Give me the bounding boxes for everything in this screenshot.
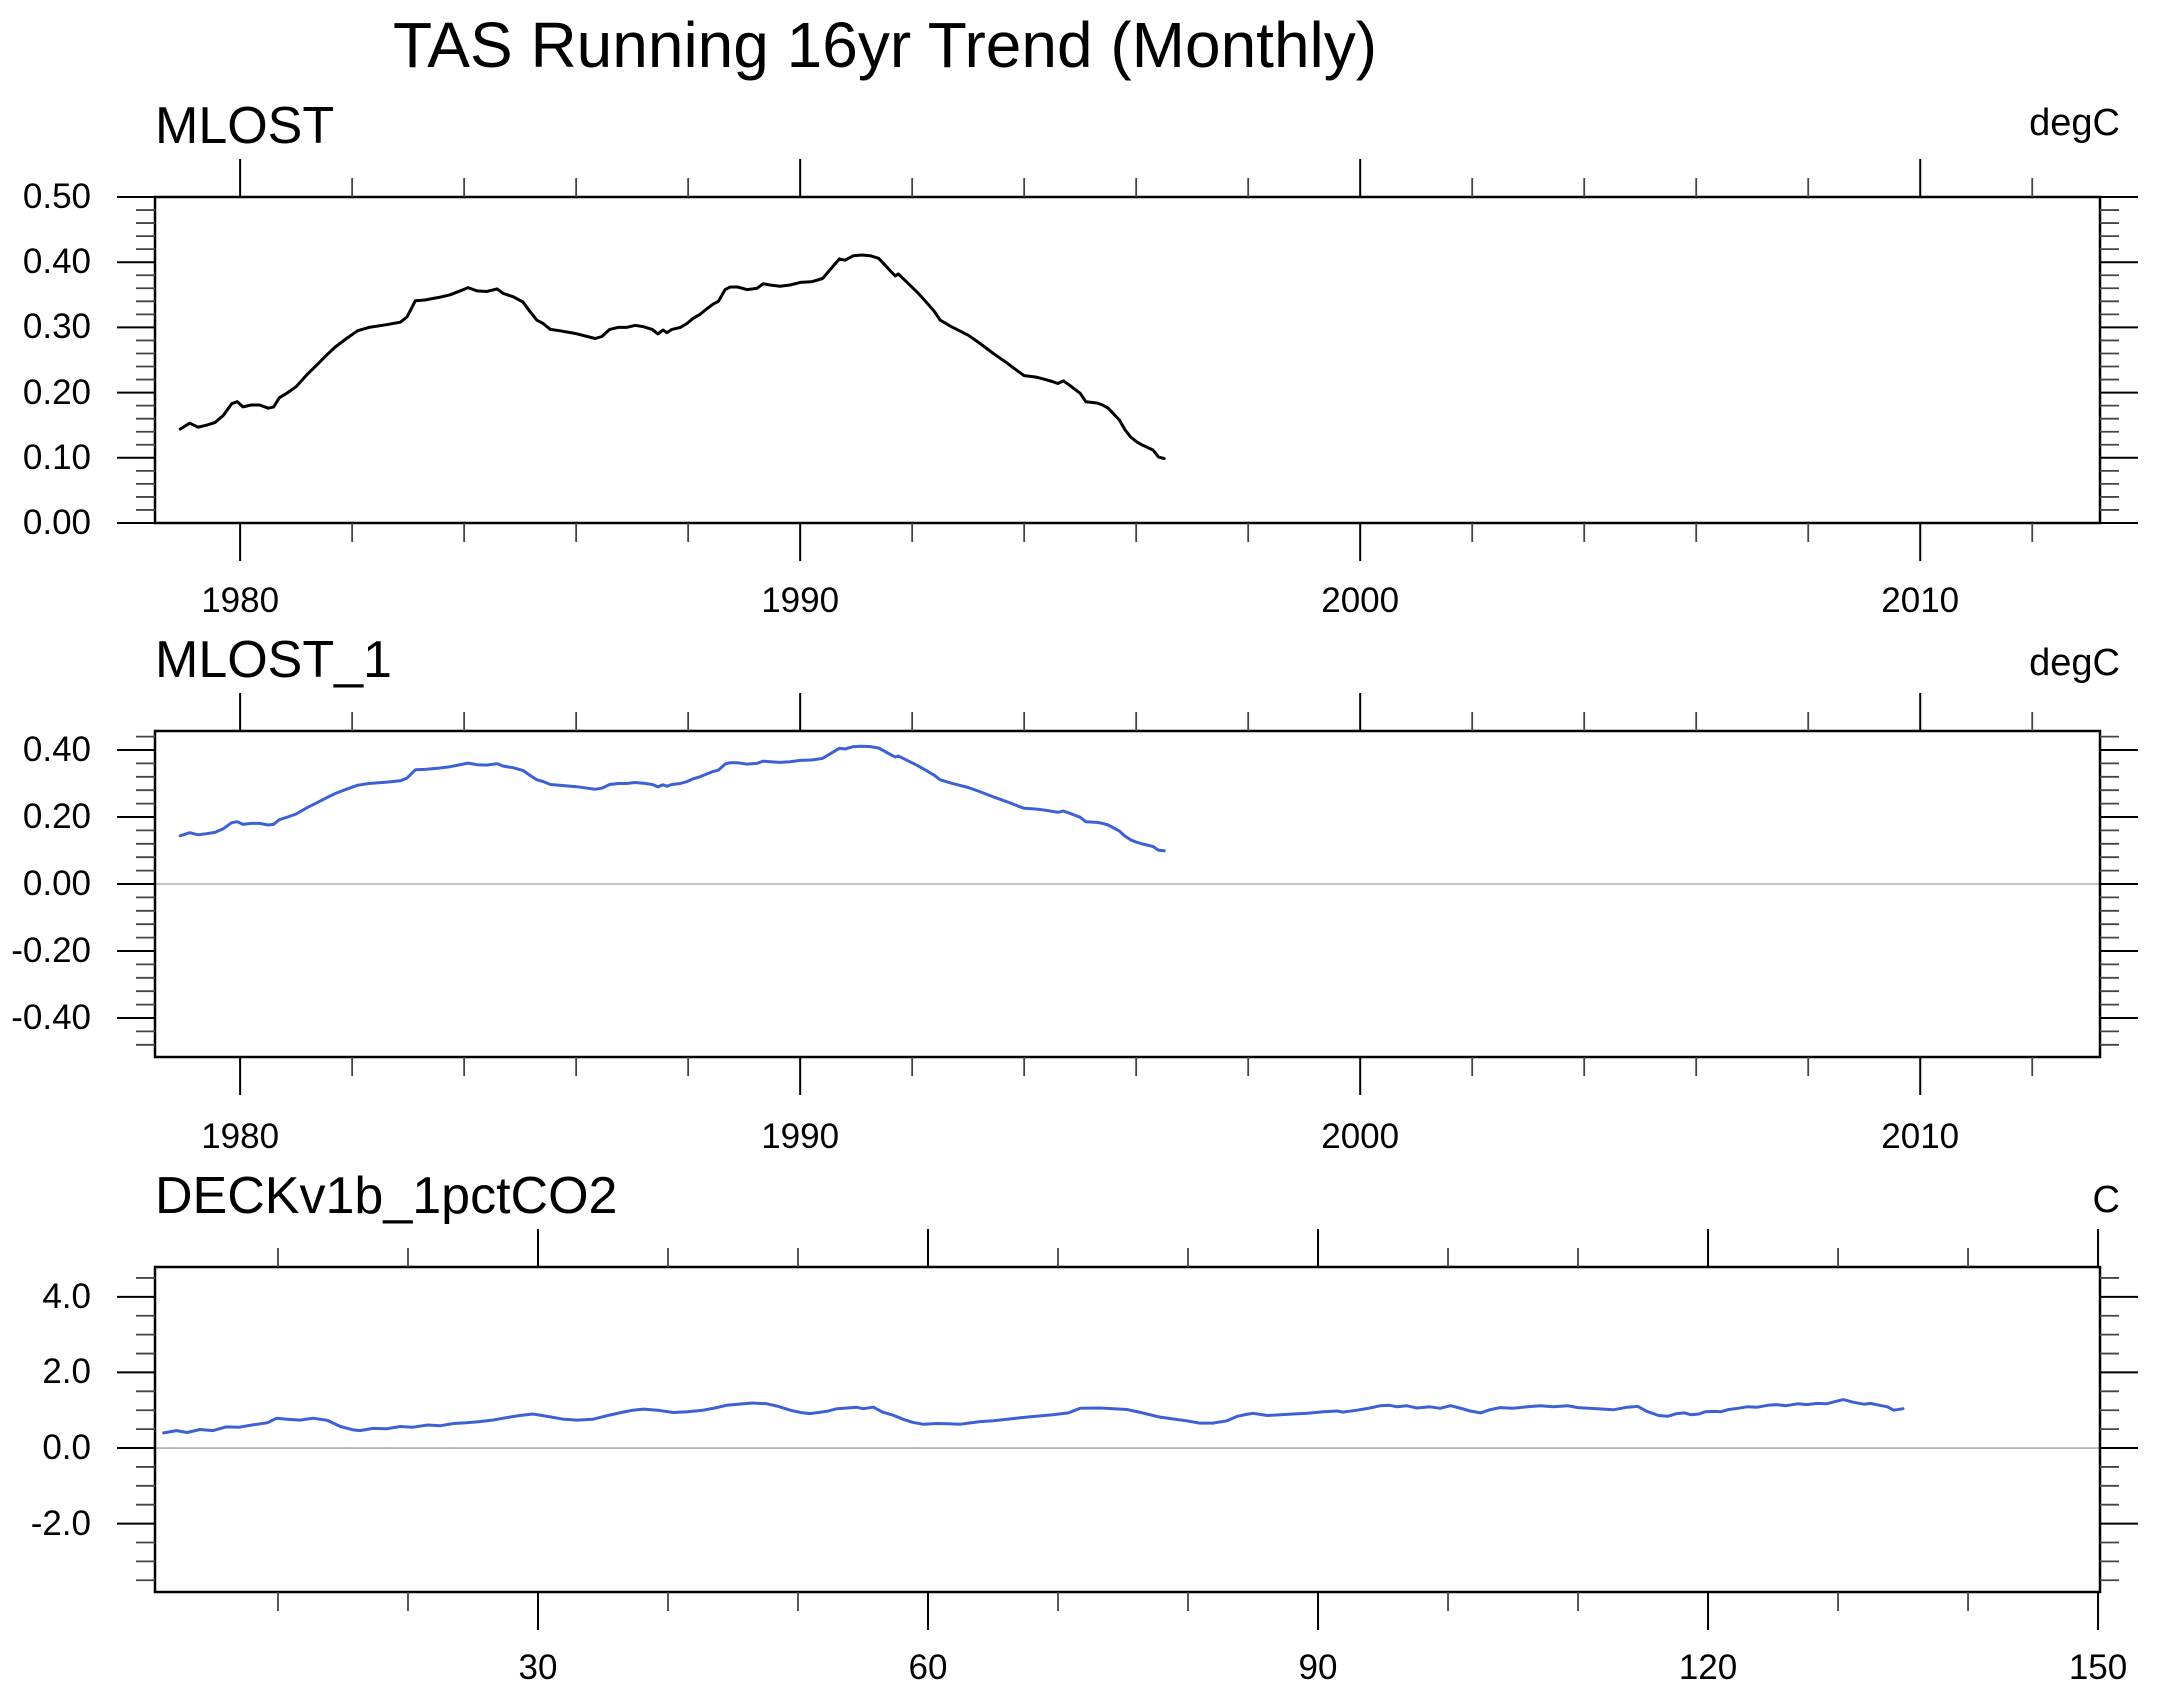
x-axis-tick-label-mlost-1: 2010 — [1881, 1117, 1960, 1156]
plot-frame-deckv1b-1pctco2 — [153, 1265, 2102, 1594]
y-axis-tick-label-mlost: 0.30 — [22, 307, 91, 347]
y-axis-tick-label-mlost: 0.50 — [22, 177, 91, 216]
y-axis-tick-label-mlost-1: -0.20 — [11, 931, 91, 970]
x-axis-tick-label-deckv1b-1pctco2: 60 — [908, 1648, 948, 1687]
x-axis-tick-label-mlost: 2000 — [1321, 581, 1400, 620]
panel-title-deckv1b-1pctco2: DECKv1b_1pctCO2 — [155, 1167, 618, 1225]
x-axis-tick-label-mlost-1: 1980 — [201, 1117, 280, 1156]
panel-unit-mlost-1: degC — [2029, 642, 2120, 684]
y-axis-tick-label-deckv1b-1pctco2: 4.0 — [42, 1276, 91, 1316]
x-axis-tick-label-deckv1b-1pctco2: 90 — [1298, 1648, 1338, 1687]
x-axis-tick-label-deckv1b-1pctco2: 30 — [518, 1648, 558, 1687]
y-axis-tick-label-deckv1b-1pctco2: 0.0 — [42, 1428, 91, 1468]
panel-title-mlost-1: MLOST_1 — [155, 631, 392, 689]
x-axis-tick-label-mlost-1: 1990 — [761, 1117, 840, 1156]
y-axis-tick-label-deckv1b-1pctco2: 2.0 — [42, 1352, 91, 1392]
y-axis-tick-label-mlost: 0.00 — [22, 503, 91, 542]
series-line-mlost — [178, 253, 1166, 460]
x-axis-tick-label-mlost-1: 2000 — [1321, 1117, 1400, 1156]
y-axis-tick-label-mlost: 0.40 — [22, 242, 91, 282]
x-axis-tick-label-deckv1b-1pctco2: 120 — [1678, 1648, 1738, 1687]
y-axis-tick-label-mlost-1: 0.20 — [22, 796, 91, 836]
plot-frame-mlost-1 — [153, 729, 2102, 1059]
x-axis-tick-label-mlost: 1990 — [761, 581, 840, 620]
y-axis-tick-label-mlost: 0.20 — [22, 372, 91, 412]
y-axis-tick-label-mlost-1: -0.40 — [11, 998, 91, 1037]
panel-unit-mlost: degC — [2029, 102, 2120, 144]
x-axis-tick-label-mlost: 1980 — [201, 581, 280, 620]
x-axis-tick-label-mlost: 2010 — [1881, 581, 1960, 620]
y-axis-tick-label-mlost: 0.10 — [22, 437, 91, 477]
x-axis-tick-label-deckv1b-1pctco2: 150 — [2068, 1648, 2128, 1687]
series-line-deckv1b-1pctco2 — [162, 1398, 1905, 1435]
y-axis-tick-label-mlost-1: 0.00 — [22, 863, 91, 903]
y-axis-tick-label-mlost-1: 0.40 — [22, 729, 91, 769]
series-line-mlost-1 — [178, 744, 1166, 853]
plot-frame-mlost — [153, 195, 2102, 525]
figure-title: TAS Running 16yr Trend (Monthly) — [392, 9, 1378, 81]
panel-unit-deckv1b-1pctco2: C — [2092, 1179, 2120, 1221]
y-axis-tick-label-deckv1b-1pctco2: -2.0 — [30, 1503, 91, 1543]
panel-title-mlost: MLOST — [155, 97, 335, 155]
